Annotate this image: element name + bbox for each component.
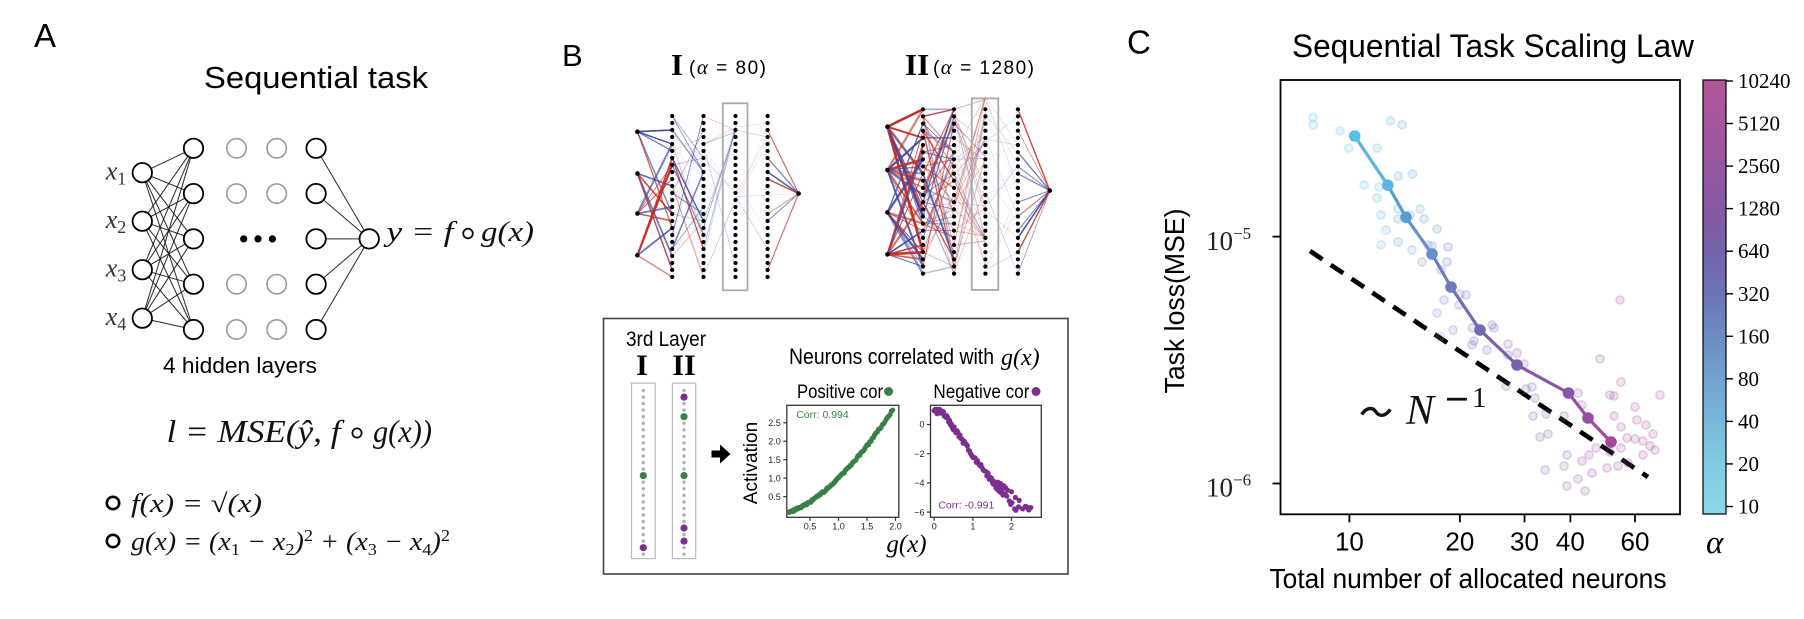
svg-text:80: 80 (1738, 367, 1759, 391)
svg-text:Sequential task: Sequential task (204, 60, 429, 95)
svg-text:40: 40 (1556, 526, 1585, 556)
svg-text:α: α (1706, 525, 1724, 561)
svg-text:g(x) = (x1 − x2)2 + (x3 − x4)2: g(x) = (x 1 − x 2)2 + (x 3 − x 4)2 (131, 526, 450, 559)
svg-text:20: 20 (1445, 526, 1474, 556)
svg-text:1: 1 (1472, 382, 1487, 414)
svg-text:10−6: 10−6 (1206, 471, 1251, 503)
svg-text:10240: 10240 (1738, 69, 1791, 93)
svg-text:Activation: Activation (741, 422, 762, 504)
svg-text:Corr: 0.994: Corr: 0.994 (796, 409, 849, 421)
svg-text:−2: −2 (914, 449, 924, 459)
svg-text:2560: 2560 (1738, 154, 1780, 178)
svg-text:Corr: -0.991: Corr: -0.991 (938, 500, 994, 512)
svg-text:B: B (562, 38, 583, 73)
svg-text:C: C (1127, 24, 1151, 61)
svg-text:A: A (34, 17, 56, 54)
svg-text:320: 320 (1738, 282, 1770, 306)
svg-text:g(x): g(x) (1001, 345, 1040, 371)
svg-text:Sequential Task Scaling Law: Sequential Task Scaling Law (1292, 28, 1695, 64)
svg-text:l = MSE(ŷ, f: l = MSE(ŷ, f (167, 413, 346, 449)
svg-text:2.0: 2.0 (768, 436, 781, 446)
svg-text:160: 160 (1738, 324, 1770, 348)
svg-text:g(x): g(x) (886, 531, 926, 558)
svg-text:2.5: 2.5 (768, 418, 781, 428)
svg-text:y = f: y = f (383, 217, 458, 248)
svg-text:I: I (671, 47, 683, 82)
svg-text:2: 2 (1009, 521, 1014, 531)
svg-text:10: 10 (1738, 495, 1759, 519)
svg-text:Negative cor: Negative cor (933, 382, 1030, 403)
svg-text:1280: 1280 (1738, 197, 1780, 221)
svg-text:N: N (1405, 388, 1436, 434)
svg-text:0.5: 0.5 (768, 492, 781, 502)
svg-text:2.0: 2.0 (889, 521, 902, 531)
svg-text:3rd Layer: 3rd Layer (626, 328, 706, 351)
svg-text:−4: −4 (914, 478, 924, 488)
svg-text:II: II (905, 47, 929, 82)
svg-text:640: 640 (1738, 239, 1770, 263)
svg-text:(α = 1280): (α = 1280) (933, 55, 1034, 79)
svg-text:1: 1 (970, 521, 975, 531)
svg-text:10: 10 (1335, 526, 1364, 556)
svg-text:0.5: 0.5 (804, 521, 817, 531)
svg-text:Positive cor: Positive cor (797, 382, 884, 403)
svg-text:g(x): g(x) (481, 217, 534, 248)
svg-text:Task loss(MSE): Task loss(MSE) (1159, 209, 1190, 394)
svg-text:1.5: 1.5 (768, 455, 781, 465)
svg-text:Total number of allocated neur: Total number of allocated neurons (1270, 563, 1667, 594)
svg-text:40: 40 (1738, 409, 1759, 433)
svg-text:5120: 5120 (1738, 112, 1780, 136)
svg-text:1.0: 1.0 (832, 521, 845, 531)
svg-text:1.0: 1.0 (768, 473, 781, 483)
svg-text:II: II (672, 349, 695, 382)
svg-text:4 hidden layers: 4 hidden layers (163, 353, 317, 378)
svg-text:0: 0 (919, 420, 924, 430)
svg-text:20: 20 (1738, 452, 1759, 476)
svg-text:30: 30 (1510, 526, 1539, 556)
svg-text:60: 60 (1621, 526, 1650, 556)
svg-text:0: 0 (932, 521, 937, 531)
svg-text:f(x) = √(x): f(x) = √(x) (131, 489, 262, 518)
svg-text:g(x)): g(x)) (373, 413, 432, 449)
svg-text:Neurons correlated with: Neurons correlated with (789, 344, 994, 369)
svg-text:−6: −6 (914, 507, 924, 517)
svg-text:1.5: 1.5 (861, 521, 874, 531)
svg-text:I: I (636, 349, 648, 382)
